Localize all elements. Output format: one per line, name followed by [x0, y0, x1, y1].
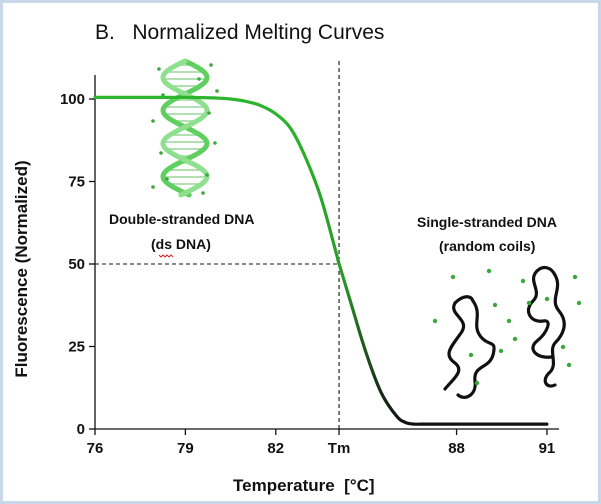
ss-dna-sublabel: (random coils) [439, 238, 535, 254]
x-tick-label: 79 [177, 440, 194, 457]
y-tick-label: 100 [60, 91, 85, 108]
double-helix-illustration [151, 58, 219, 198]
chart-frame: B. Normalized Melting Curves 0 25 50 75 100 … [3, 3, 598, 501]
y-axis-ticks: 0 25 50 75 100 [60, 91, 95, 438]
x-tick-label: 91 [539, 440, 556, 457]
y-axis-title: Fluorescence (Normalized) [12, 160, 31, 377]
ds-dna-sublabel: (ds DNA) [151, 236, 211, 252]
spellcheck-squiggle [158, 254, 174, 258]
random-coil-illustration [443, 265, 566, 399]
y-tick-label: 50 [68, 256, 85, 273]
ss-dna-label: Single-stranded DNA [417, 214, 557, 230]
melting-curve-series [93, 95, 549, 426]
fluorescent-dots-illustration [432, 268, 582, 386]
y-tick-label: 75 [68, 174, 85, 191]
y-tick-label: 0 [77, 421, 85, 438]
chart-title: B. Normalized Melting Curves [95, 21, 384, 44]
x-axis-title: Temperature [°C] [233, 476, 375, 495]
x-axis-ticks: 76 79 82 Tm 88 91 [87, 429, 556, 457]
y-tick-label: 25 [68, 339, 85, 356]
x-tick-label: 76 [87, 440, 104, 457]
x-tick-label: Tm [328, 440, 351, 457]
x-tick-label: 88 [448, 440, 465, 457]
ds-dna-label: Double-stranded DNA [109, 211, 254, 227]
x-tick-label: 82 [267, 440, 284, 457]
melting-curve-chart: B. Normalized Melting Curves 0255075100 … [12, 21, 582, 495]
